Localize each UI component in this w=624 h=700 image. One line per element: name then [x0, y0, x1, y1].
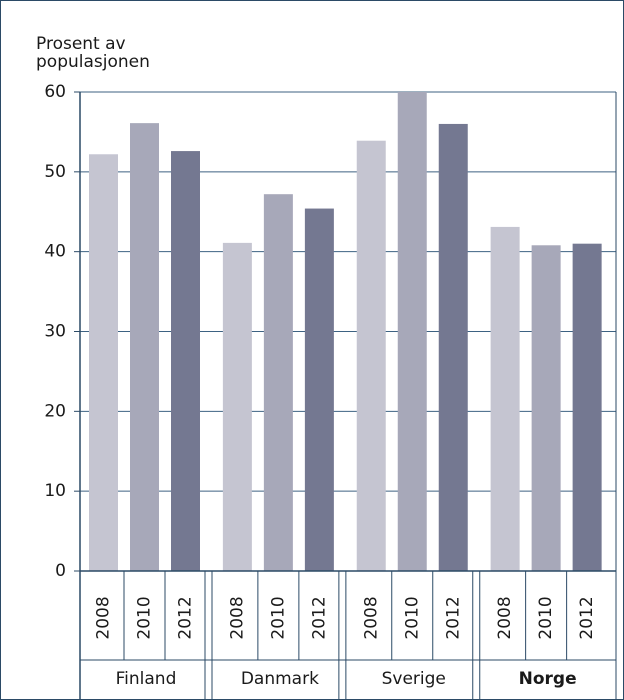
x-tick-label: 2012: [309, 596, 329, 639]
x-tick-label: 2010: [135, 596, 155, 639]
x-tick-label: 2012: [443, 596, 463, 639]
bar: [490, 226, 520, 571]
x-tick-label: 2008: [227, 596, 247, 639]
bar: [171, 151, 200, 571]
x-tick-label: 2008: [94, 596, 114, 639]
y-tick-label: 50: [44, 162, 66, 182]
y-tick-label: 40: [44, 242, 66, 262]
y-axis-label: Prosent av: [36, 34, 126, 54]
bar: [438, 123, 468, 571]
bar: [130, 123, 159, 571]
x-tick-label: 2010: [402, 596, 422, 639]
category-label: Sverige: [382, 669, 446, 689]
bar: [89, 154, 118, 571]
bar: [222, 242, 252, 571]
x-tick-label: 2012: [176, 596, 196, 639]
x-tick-label: 2008: [361, 596, 381, 639]
category-label: Finland: [116, 669, 177, 689]
y-tick-label: 30: [44, 322, 66, 342]
x-tick-label: 2010: [536, 596, 556, 639]
bar: [572, 243, 602, 571]
y-tick-label: 10: [44, 481, 66, 501]
y-axis-label: populasjonen: [36, 52, 150, 72]
y-tick-label: 60: [44, 82, 66, 102]
bar: [531, 245, 561, 571]
bar: [356, 140, 386, 571]
x-tick-label: 2008: [495, 596, 515, 639]
y-tick-label: 0: [55, 561, 66, 581]
bar: [397, 92, 427, 571]
y-tick-label: 20: [44, 401, 66, 421]
category-label: Norge: [519, 669, 577, 689]
category-label: Danmark: [241, 669, 319, 689]
x-tick-label: 2010: [268, 596, 288, 639]
bar: [263, 194, 293, 572]
bar: [304, 208, 334, 571]
x-tick-label: 2012: [577, 596, 597, 639]
